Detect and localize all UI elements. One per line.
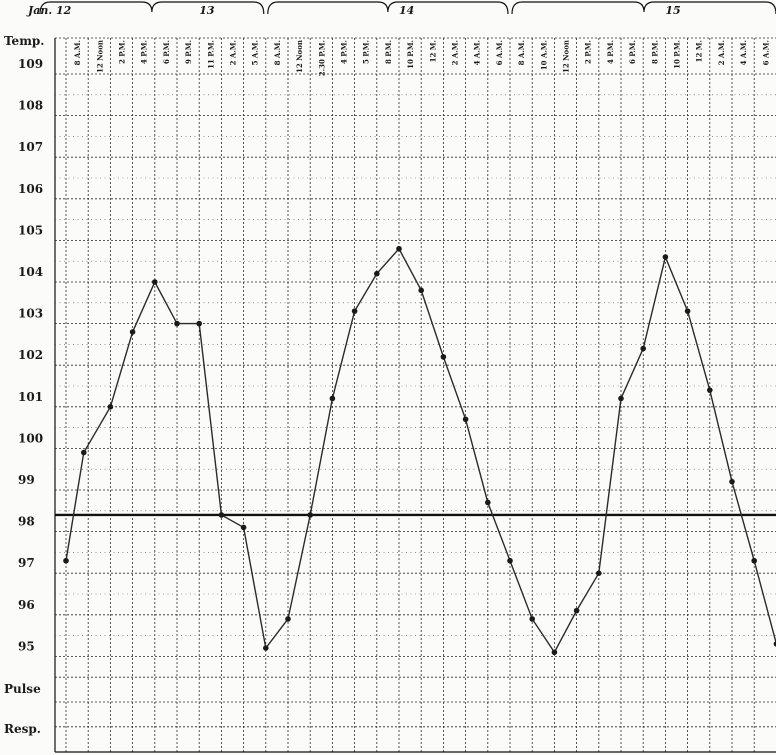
temperature-point [773,641,776,647]
temperature-point [329,395,336,402]
temperature-point [396,245,402,252]
time-label: 11 P.M. [206,40,215,69]
y-tick-label: 107 [18,140,43,154]
y-tick-label: 104 [18,265,43,279]
temperature-point [351,308,358,314]
temperature-point [751,557,757,564]
temperature-point [374,270,380,277]
y-tick-label: 99 [18,473,35,487]
date-braces [39,1,776,15]
time-label: 4 A.M. [473,40,482,65]
time-label: 12 Noon [295,40,304,73]
temperature-point [640,345,646,352]
resp-row-label: Resp. [4,722,41,736]
time-label: 2 P.M. [584,40,593,64]
y-tick-label: 103 [18,307,43,321]
time-label: 10 P.M. [673,40,682,69]
time-label: 12 Noon [562,40,571,73]
time-label: 10 A.M. [539,40,548,70]
time-label: 12 M. [428,40,437,62]
time-label: 5 P.M. [362,40,371,64]
y-tick-label: 108 [18,99,43,113]
time-label: 2.30 P.M. [317,40,326,76]
temperature-point [263,645,269,651]
time-label: 5 A.M. [251,40,260,65]
temperature-point [507,557,513,564]
temperature-point [729,478,735,485]
time-label: 10 P.M. [406,40,415,69]
y-tick-label: 101 [18,390,43,404]
temperature-point [174,320,180,327]
time-label: 12 Noon [95,40,104,73]
y-axis-ticks: 109 108 107 106 105 104 103 102 101 100 99 98 97 96 95 [18,57,43,653]
temperature-point [285,616,291,622]
time-label: 6 A.M. [761,40,770,65]
y-tick-label: 98 [18,515,35,529]
y-tick-label: 100 [18,431,43,445]
y-axis-label: Temp. [4,34,44,48]
chart-grid [54,37,776,753]
time-label: 4 A.M. [739,40,748,65]
y-tick-label: 102 [18,348,43,362]
temperature-point [662,254,669,260]
date-labels: Jan. 12 13 14 15 [26,4,681,17]
temperature-series [63,245,776,656]
temperature-point [129,329,136,335]
temperature-point [240,524,247,531]
time-label: 6 P.M. [162,40,171,64]
temperature-point [551,649,558,656]
date-label: Jan. 12 [26,4,72,17]
time-label: 2 A.M. [717,40,726,65]
temperature-point [529,616,535,622]
date-label: 13 [199,4,215,17]
temperature-point [573,607,580,614]
temperature-point [684,308,691,314]
temperature-point [63,557,69,564]
date-brace [39,1,265,15]
time-label: 2 A.M. [451,40,460,65]
time-label: 8 P.M. [650,40,659,64]
time-label: 6 A.M. [495,40,504,65]
pulse-row-label: Pulse [4,682,41,696]
y-tick-label: 96 [18,598,35,612]
time-label: 9 P.M. [184,40,193,64]
temperature-point [440,354,447,360]
time-label: 12 M. [695,40,704,62]
temperature-point [462,416,469,423]
y-tick-label: 105 [18,223,43,237]
temperature-point [707,387,713,393]
time-label: 2 P.M. [118,40,127,64]
temperature-point [218,512,225,518]
time-label: 8 A.M. [73,40,82,65]
time-label: 4 P.M. [140,40,149,64]
time-label: 8 A.M. [273,40,282,65]
temperature-point [107,404,114,410]
time-label: 4 P.M. [606,40,615,64]
time-label: 8 A.M. [517,40,526,65]
date-brace [267,1,509,15]
date-label: 15 [665,4,680,17]
time-label: 4 P.M. [340,40,349,64]
date-brace [511,1,776,15]
temperature-point [307,512,314,518]
temperature-point [485,499,491,506]
temperature-point [418,287,425,294]
date-label: 14 [399,4,414,17]
temperature-point [618,395,624,402]
time-label: 6 P.M. [628,40,637,64]
temperature-point [152,279,158,285]
time-label: 2 A.M. [229,40,238,65]
y-tick-label: 106 [18,182,43,196]
temperature-point [196,320,202,327]
temperature-point [80,449,87,456]
y-tick-label: 97 [18,556,35,570]
y-tick-label: 109 [18,57,43,71]
time-label: 8 P.M. [384,40,393,64]
temperature-point [596,570,602,576]
y-tick-label: 95 [18,639,35,653]
time-labels: 8 A.M. 12 Noon 2 P.M. 4 P.M. 6 P.M. 9 P.M. 11 … [73,40,770,76]
